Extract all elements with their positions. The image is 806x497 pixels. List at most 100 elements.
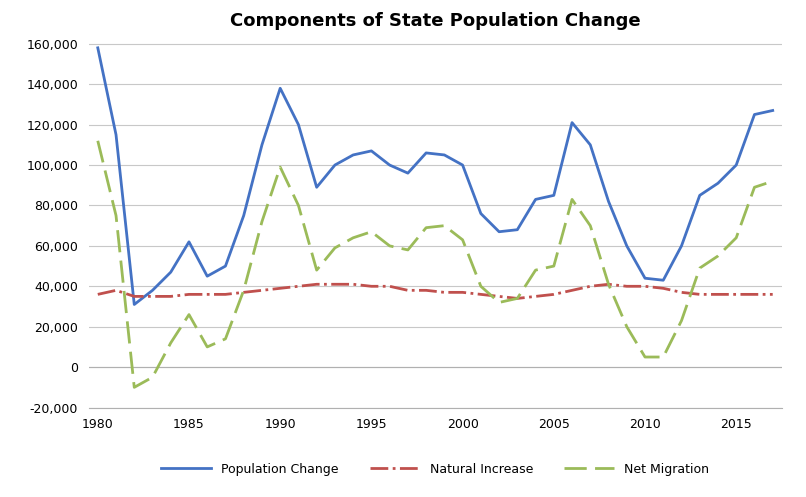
Population Change xyxy=(293,122,303,128)
Net Migration xyxy=(530,267,540,273)
Net Migration xyxy=(513,295,522,301)
Population Change xyxy=(239,213,248,219)
Net Migration xyxy=(713,253,723,259)
Natural Increase xyxy=(695,291,704,297)
Natural Increase xyxy=(293,283,303,289)
Population Change xyxy=(713,180,723,186)
Population Change xyxy=(476,211,486,217)
Natural Increase xyxy=(367,283,376,289)
Net Migration xyxy=(130,384,139,390)
Population Change xyxy=(312,184,322,190)
Natural Increase xyxy=(166,293,176,299)
Net Migration xyxy=(403,247,413,253)
Population Change xyxy=(257,142,267,148)
Natural Increase xyxy=(458,289,467,295)
Net Migration xyxy=(276,164,285,170)
Population Change xyxy=(403,170,413,176)
Natural Increase xyxy=(111,287,121,293)
Natural Increase xyxy=(713,291,723,297)
Natural Increase xyxy=(494,293,504,299)
Natural Increase xyxy=(257,287,267,293)
Net Migration xyxy=(293,202,303,208)
Net Migration xyxy=(622,324,632,330)
Natural Increase xyxy=(422,287,431,293)
Population Change xyxy=(695,192,704,198)
Net Migration xyxy=(677,318,687,324)
Population Change xyxy=(731,162,741,168)
Net Migration xyxy=(111,213,121,219)
Population Change xyxy=(166,269,176,275)
Population Change xyxy=(513,227,522,233)
Natural Increase xyxy=(384,283,394,289)
Net Migration xyxy=(768,178,778,184)
Net Migration xyxy=(257,219,267,225)
Population Change xyxy=(348,152,358,158)
Population Change xyxy=(567,120,577,126)
Net Migration xyxy=(585,223,595,229)
Net Migration xyxy=(147,374,157,380)
Natural Increase xyxy=(549,291,559,297)
Population Change xyxy=(640,275,650,281)
Natural Increase xyxy=(622,283,632,289)
Natural Increase xyxy=(276,285,285,291)
Natural Increase xyxy=(640,283,650,289)
Population Change xyxy=(585,142,595,148)
Population Change xyxy=(677,243,687,249)
Net Migration xyxy=(439,223,449,229)
Natural Increase xyxy=(130,293,139,299)
Net Migration xyxy=(604,281,613,287)
Net Migration xyxy=(640,354,650,360)
Net Migration xyxy=(312,267,322,273)
Natural Increase xyxy=(731,291,741,297)
Line: Net Migration: Net Migration xyxy=(98,141,773,387)
Population Change xyxy=(604,198,613,204)
Natural Increase xyxy=(348,281,358,287)
Natural Increase xyxy=(530,293,540,299)
Natural Increase xyxy=(439,289,449,295)
Population Change xyxy=(439,152,449,158)
Population Change xyxy=(276,85,285,91)
Line: Natural Increase: Natural Increase xyxy=(98,284,773,298)
Net Migration xyxy=(731,235,741,241)
Natural Increase xyxy=(768,291,778,297)
Natural Increase xyxy=(604,281,613,287)
Net Migration xyxy=(549,263,559,269)
Net Migration xyxy=(695,265,704,271)
Natural Increase xyxy=(677,289,687,295)
Population Change xyxy=(659,277,668,283)
Natural Increase xyxy=(239,289,248,295)
Population Change xyxy=(494,229,504,235)
Net Migration xyxy=(422,225,431,231)
Natural Increase xyxy=(403,287,413,293)
Population Change xyxy=(367,148,376,154)
Population Change xyxy=(768,107,778,113)
Natural Increase xyxy=(147,293,157,299)
Population Change xyxy=(184,239,193,245)
Natural Increase xyxy=(202,291,212,297)
Title: Components of State Population Change: Components of State Population Change xyxy=(230,12,641,30)
Net Migration xyxy=(348,235,358,241)
Natural Increase xyxy=(330,281,340,287)
Net Migration xyxy=(202,344,212,350)
Population Change xyxy=(530,196,540,202)
Net Migration xyxy=(659,354,668,360)
Net Migration xyxy=(93,138,102,144)
Legend: Population Change, Natural Increase, Net Migration: Population Change, Natural Increase, Net… xyxy=(156,458,714,481)
Net Migration xyxy=(567,196,577,202)
Natural Increase xyxy=(312,281,322,287)
Line: Population Change: Population Change xyxy=(98,48,773,305)
Natural Increase xyxy=(659,285,668,291)
Natural Increase xyxy=(93,291,102,297)
Population Change xyxy=(330,162,340,168)
Natural Increase xyxy=(567,287,577,293)
Natural Increase xyxy=(221,291,231,297)
Population Change xyxy=(750,111,759,117)
Natural Increase xyxy=(184,291,193,297)
Population Change xyxy=(111,132,121,138)
Natural Increase xyxy=(750,291,759,297)
Net Migration xyxy=(494,300,504,306)
Net Migration xyxy=(239,287,248,293)
Population Change xyxy=(622,243,632,249)
Net Migration xyxy=(330,245,340,251)
Population Change xyxy=(130,302,139,308)
